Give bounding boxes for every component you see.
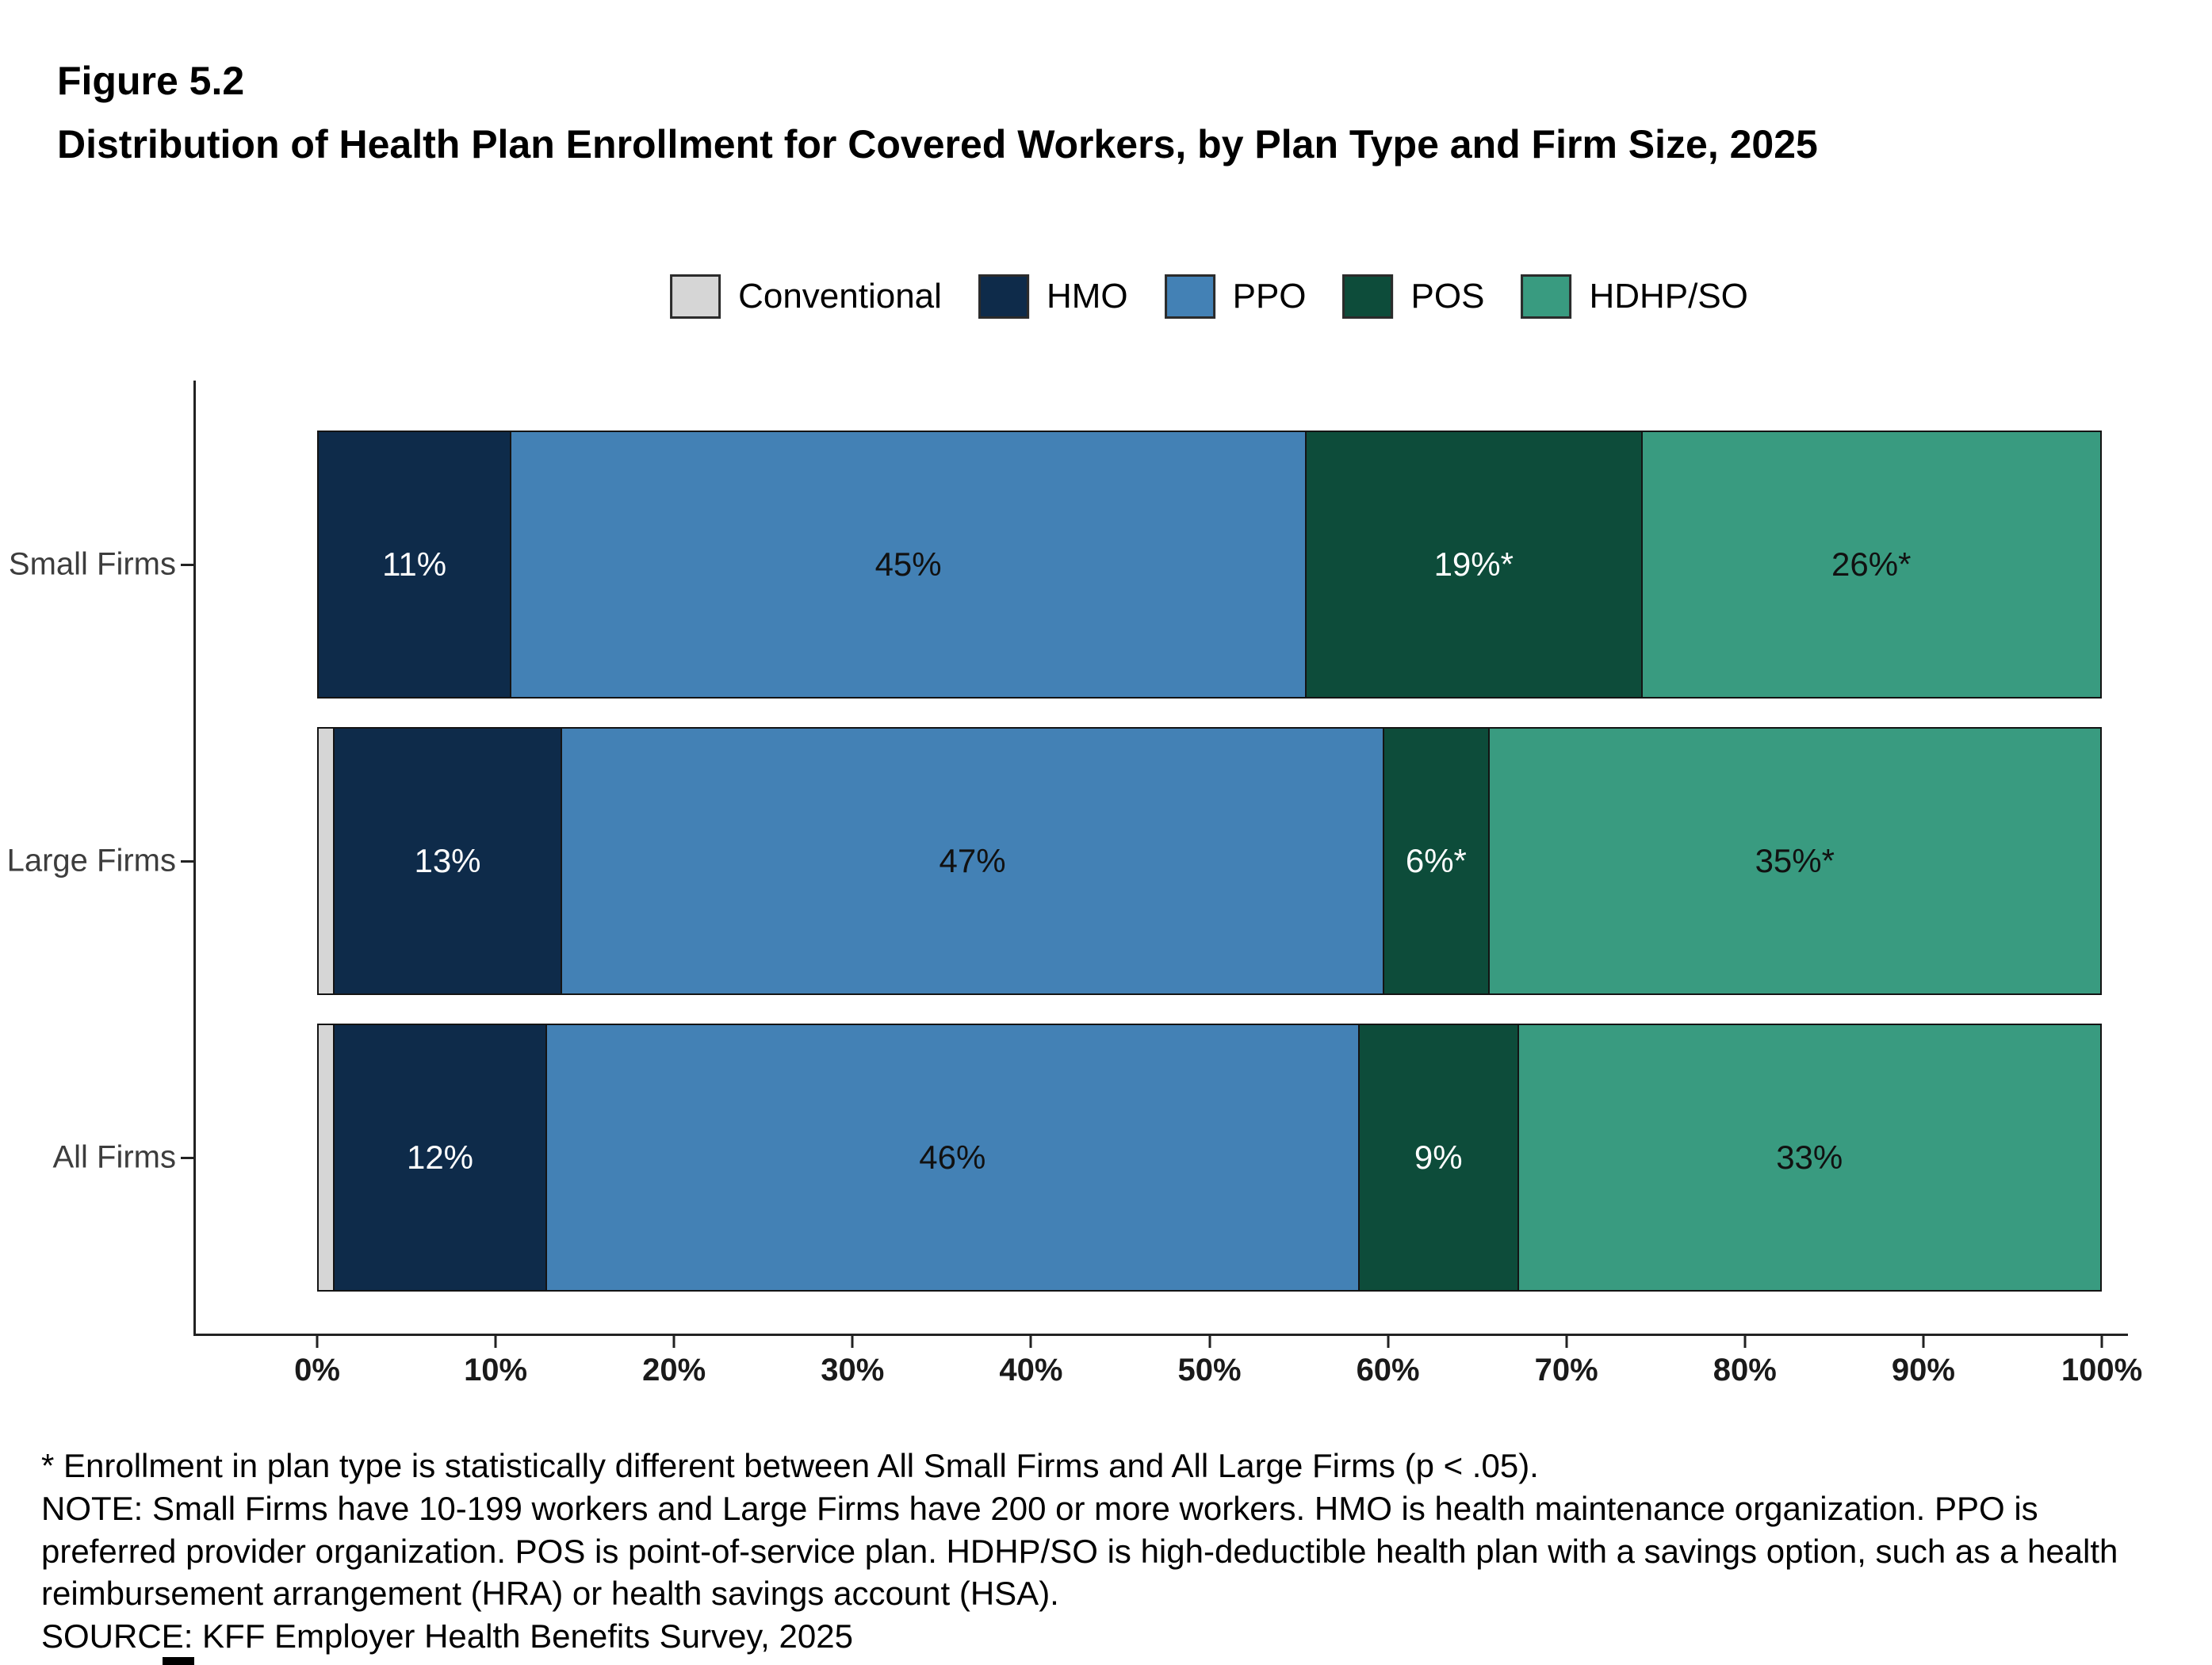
segment-ppo: 45% xyxy=(511,431,1307,699)
segment-pos: 9% xyxy=(1359,1024,1519,1292)
segment-hdhp-so: 33% xyxy=(1518,1024,2102,1292)
x-axis-tick-label: 100% xyxy=(2061,1353,2143,1388)
segment-pos: 19%* xyxy=(1307,431,1643,699)
segment-value-label: 12% xyxy=(406,1139,474,1176)
segment-hmo: 12% xyxy=(335,1024,547,1292)
x-axis-tick-label: 40% xyxy=(999,1353,1063,1388)
category-label-all-firms: All Firms xyxy=(52,1139,176,1175)
x-axis-line xyxy=(193,1334,2128,1336)
x-axis-tick-label: 10% xyxy=(464,1353,528,1388)
bar-row-small-firms: 11% 45% 19%* 26%* xyxy=(317,431,2102,699)
category-label-small-firms: Small Firms xyxy=(8,546,176,582)
x-axis-tick xyxy=(1208,1336,1211,1348)
x-axis-tick-label: 80% xyxy=(1713,1353,1777,1388)
segment-value-label: 9% xyxy=(1414,1139,1463,1176)
segment-value-label: 47% xyxy=(939,842,1006,879)
figure-title: Distribution of Health Plan Enrollment f… xyxy=(57,122,1818,166)
segment-hmo: 11% xyxy=(317,431,512,699)
legend-item-conventional: Conventional xyxy=(670,274,942,319)
segment-value-label: 46% xyxy=(919,1139,986,1176)
segment-value-label: 13% xyxy=(414,842,481,879)
y-axis-tick xyxy=(181,1156,193,1159)
segment-value-label: 45% xyxy=(874,545,942,583)
x-axis-tick-label: 50% xyxy=(1177,1353,1242,1388)
source-note: SOURCE: KFF Employer Health Benefits Sur… xyxy=(41,1617,853,1655)
hdhp-so-swatch-icon xyxy=(1521,274,1572,319)
title-block: Figure 5.2 Distribution of Health Plan E… xyxy=(57,49,2055,176)
segment-pos: 6%* xyxy=(1384,727,1490,995)
segment-conventional xyxy=(317,1024,335,1292)
x-axis-tick xyxy=(1743,1336,1747,1348)
y-axis-tick xyxy=(181,563,193,566)
segment-value-label: 33% xyxy=(1776,1139,1843,1176)
legend-item-hdhp-so: HDHP/SO xyxy=(1521,274,1748,319)
x-axis-tick-label: 30% xyxy=(821,1353,885,1388)
legend-item-pos: POS xyxy=(1342,274,1485,319)
x-axis-tick xyxy=(316,1336,319,1348)
x-axis-tick xyxy=(672,1336,675,1348)
definition-note: NOTE: Small Firms have 10-199 workers an… xyxy=(41,1489,2118,1613)
segment-hdhp-so: 26%* xyxy=(1642,431,2102,699)
x-axis-tick xyxy=(494,1336,497,1348)
hmo-swatch-icon xyxy=(978,274,1029,319)
x-axis-tick-label: 90% xyxy=(1891,1353,1955,1388)
bars: 11% 45% 19%* 26%* 13% 47% 6%* 35%* 12% 46% 9% 33% xyxy=(317,431,2102,1292)
legend-label: PPO xyxy=(1232,277,1307,316)
segment-value-label: 35%* xyxy=(1755,842,1835,879)
x-axis-tick-label: 0% xyxy=(294,1353,340,1388)
segment-hmo: 13% xyxy=(335,727,562,995)
legend: Conventional HMO PPO POS HDHP/SO xyxy=(670,274,1748,319)
y-axis-tick xyxy=(181,859,193,863)
segment-value-label: 6%* xyxy=(1405,842,1467,879)
legend-label: HMO xyxy=(1046,277,1128,316)
significance-note: * Enrollment in plan type is statistical… xyxy=(41,1447,1539,1484)
x-axis-tick-label: 70% xyxy=(1534,1353,1598,1388)
x-axis-tick xyxy=(1387,1336,1390,1348)
footnotes: * Enrollment in plan type is statistical… xyxy=(41,1445,2182,1658)
bar-row-all-firms: 12% 46% 9% 33% xyxy=(317,1024,2102,1292)
x-axis-tick xyxy=(851,1336,854,1348)
segment-value-label: 11% xyxy=(382,545,447,583)
ppo-swatch-icon xyxy=(1164,274,1215,319)
legend-item-hmo: HMO xyxy=(978,274,1128,319)
bar-row-large-firms: 13% 47% 6%* 35%* xyxy=(317,727,2102,995)
legend-label: POS xyxy=(1410,277,1485,316)
x-axis-tick-label: 60% xyxy=(1356,1353,1420,1388)
segment-ppo: 47% xyxy=(561,727,1385,995)
category-label-large-firms: Large Firms xyxy=(6,843,176,878)
segment-value-label: 19%* xyxy=(1433,545,1514,583)
segment-conventional xyxy=(317,727,335,995)
legend-item-ppo: PPO xyxy=(1164,274,1307,319)
segment-ppo: 46% xyxy=(546,1024,1360,1292)
segment-hdhp-so: 35%* xyxy=(1489,727,2102,995)
conventional-swatch-icon xyxy=(670,274,721,319)
segment-value-label: 26%* xyxy=(1831,545,1912,583)
pos-swatch-icon xyxy=(1342,274,1394,319)
x-axis-tick xyxy=(1029,1336,1032,1348)
y-axis-line xyxy=(193,381,196,1336)
x-axis-tick xyxy=(1565,1336,1568,1348)
legend-label: HDHP/SO xyxy=(1589,277,1748,316)
x-axis-tick xyxy=(1922,1336,1925,1348)
legend-label: Conventional xyxy=(738,277,942,316)
x-axis-tick xyxy=(2100,1336,2103,1348)
x-axis-tick-label: 20% xyxy=(642,1353,706,1388)
cropped-logo-artifact xyxy=(163,1657,194,1665)
figure-number: Figure 5.2 xyxy=(57,59,245,103)
